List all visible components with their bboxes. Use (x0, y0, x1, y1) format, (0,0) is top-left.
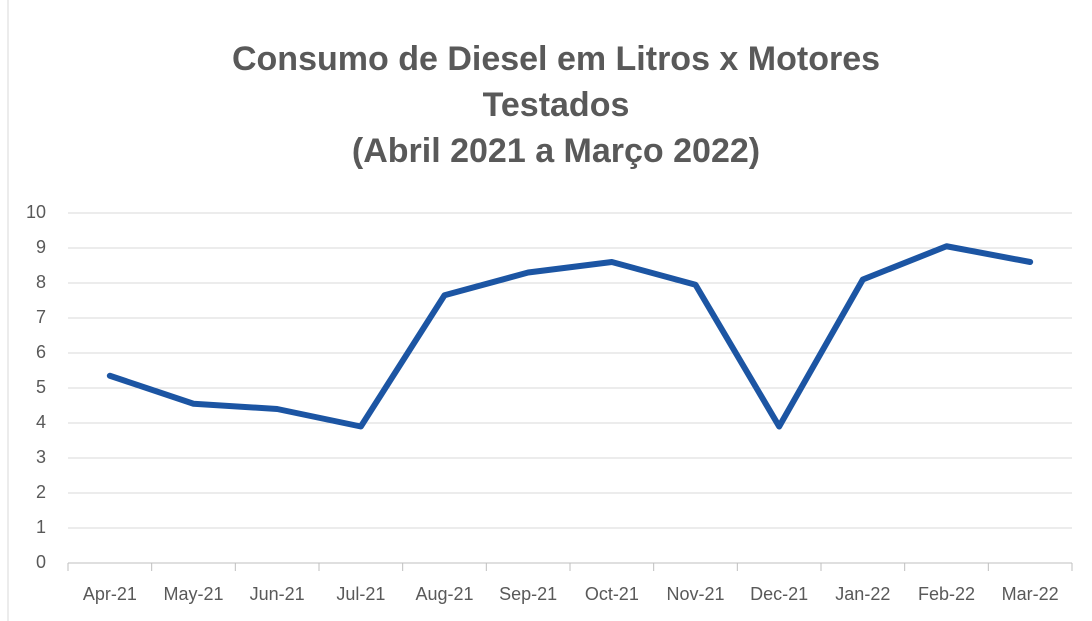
x-tick-label: Mar-22 (1002, 584, 1059, 604)
y-tick-label: 6 (36, 342, 46, 362)
y-tick-label: 5 (36, 377, 46, 397)
y-tick-label: 0 (36, 552, 46, 572)
x-tick-label: May-21 (163, 584, 223, 604)
x-tick-label: Oct-21 (585, 584, 639, 604)
y-tick-label: 8 (36, 272, 46, 292)
x-tick-label: Jun-21 (250, 584, 305, 604)
x-tick-label: Jul-21 (336, 584, 385, 604)
x-tick-label: Dec-21 (750, 584, 808, 604)
y-tick-label: 7 (36, 307, 46, 327)
y-tick-label: 3 (36, 447, 46, 467)
x-tick-label: Jan-22 (835, 584, 890, 604)
chart-title: Consumo de Diesel em Litros x Motores Te… (231, 40, 881, 170)
x-tick-label: Aug-21 (415, 584, 473, 604)
x-tick-label: Apr-21 (83, 584, 137, 604)
y-tick-label: 4 (36, 412, 46, 432)
x-tick-label: Feb-22 (918, 584, 975, 604)
x-tick-label: Nov-21 (666, 584, 724, 604)
data-line (106, 243, 1034, 430)
y-tick-label: 2 (36, 482, 46, 502)
y-tick-label: 10 (26, 202, 46, 222)
x-tick-label: Sep-21 (499, 584, 557, 604)
y-tick-label: 1 (36, 517, 46, 537)
y-tick-label: 9 (36, 237, 46, 257)
